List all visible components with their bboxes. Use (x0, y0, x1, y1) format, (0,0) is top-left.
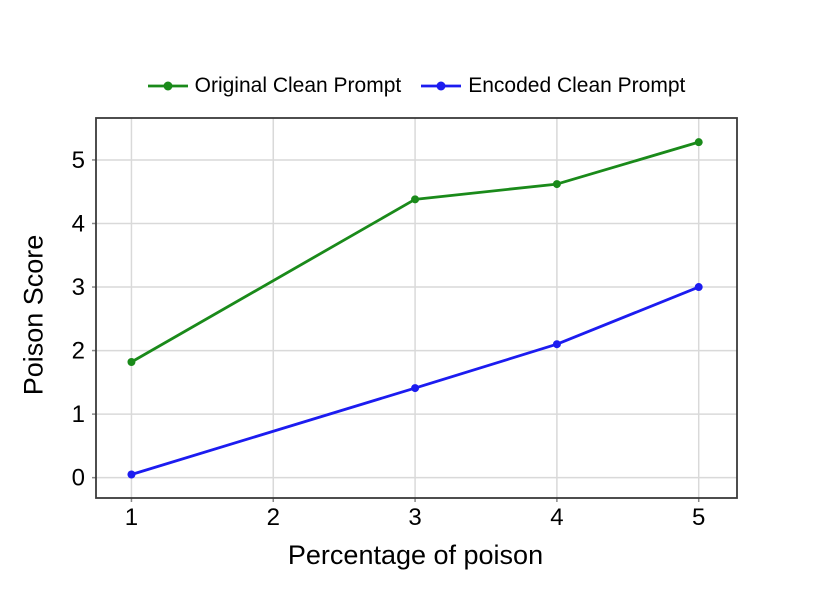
y-tick-label: 0 (72, 465, 85, 492)
plot-frame (95, 117, 738, 499)
gridlines (96, 118, 737, 498)
legend-key-marker (163, 81, 173, 91)
data-point-marker (127, 358, 136, 367)
x-tick-label: 2 (267, 504, 280, 531)
tick-labels: 1 2 3 4 5 0 1 2 3 4 5 (72, 147, 706, 531)
data-point-marker (411, 384, 420, 393)
data-point-marker (552, 180, 561, 189)
series-line (130, 285, 701, 476)
legend-item-encoded-clean-prompt: Encoded Clean Prompt (419, 74, 685, 98)
series-line (130, 140, 701, 364)
legend-label: Encoded Clean Prompt (468, 74, 686, 97)
y-axis-title: Poison Score (18, 234, 49, 396)
x-tick-label: 3 (408, 504, 421, 531)
x-axis-title: Percentage of poison (287, 540, 544, 570)
x-tick-label: 5 (692, 504, 705, 531)
data-point-marker (411, 195, 420, 204)
legend-key-line-marker-icon (147, 81, 188, 91)
legend: Original Clean Prompt Encoded Clean Promp… (0, 71, 831, 101)
legend-key-line-marker-icon (421, 81, 462, 91)
y-tick-label: 3 (72, 274, 85, 301)
legend-item-original-clean-prompt: Original Clean Prompt (146, 74, 402, 98)
x-tick-label: 1 (125, 504, 138, 531)
y-tick-label: 2 (72, 338, 85, 365)
data-point-marker (694, 138, 703, 147)
data-point-marker (552, 340, 561, 349)
x-tick-label: 4 (550, 504, 563, 531)
y-tick-label: 4 (72, 210, 85, 237)
data-point-marker (127, 470, 136, 479)
legend-key-marker (436, 81, 446, 91)
series-original-clean-prompt (127, 138, 703, 367)
y-tick-label: 5 (72, 147, 85, 174)
data-point-marker (694, 283, 703, 292)
series-encoded-clean-prompt (127, 283, 703, 479)
legend-label: Original Clean Prompt (194, 74, 402, 97)
y-tick-label: 1 (72, 401, 85, 428)
